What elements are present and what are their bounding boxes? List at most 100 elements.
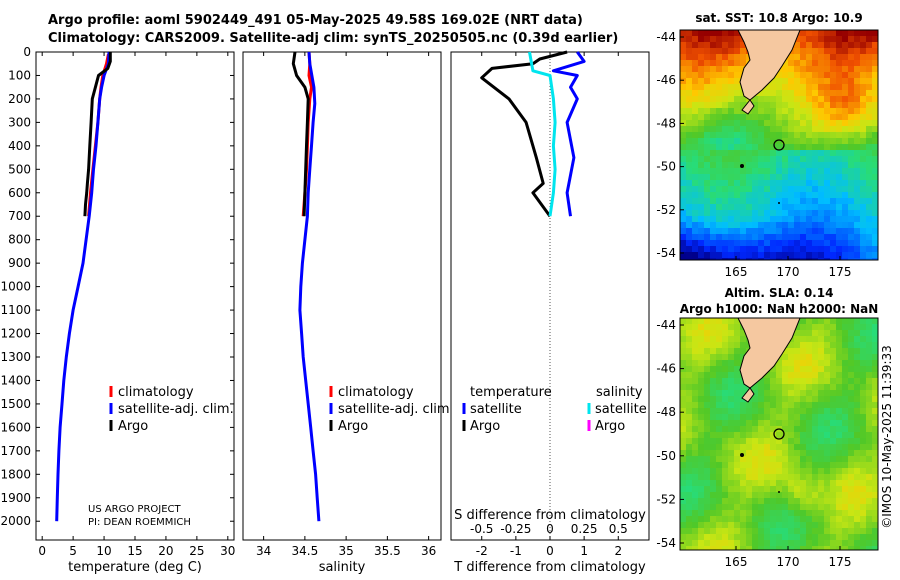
field-cell bbox=[854, 372, 861, 379]
field-cell bbox=[734, 486, 741, 493]
field-cell bbox=[842, 492, 849, 499]
field-cell bbox=[746, 210, 753, 217]
field-cell bbox=[806, 132, 813, 139]
field-cell bbox=[686, 246, 693, 253]
field-cell bbox=[776, 84, 783, 91]
field-cell bbox=[776, 546, 783, 550]
field-cell bbox=[692, 144, 699, 151]
series-s-satellite bbox=[528, 51, 557, 217]
field-cell bbox=[854, 540, 861, 547]
field-cell bbox=[842, 138, 849, 145]
field-cell bbox=[782, 450, 789, 457]
field-cell bbox=[794, 258, 801, 260]
field-cell bbox=[686, 414, 693, 421]
field-cell bbox=[722, 48, 729, 55]
field-cell bbox=[866, 504, 873, 511]
field-cell bbox=[812, 180, 819, 187]
field-cell bbox=[854, 36, 861, 43]
field-cell bbox=[734, 54, 741, 61]
field-cell bbox=[716, 228, 723, 235]
field-cell bbox=[860, 66, 867, 73]
field-cell bbox=[752, 96, 759, 103]
field-cell bbox=[782, 66, 789, 73]
field-cell bbox=[680, 66, 687, 73]
field-cell bbox=[788, 498, 795, 505]
field-cell bbox=[704, 462, 711, 469]
field-cell bbox=[812, 72, 819, 79]
field-cell bbox=[842, 108, 849, 115]
field-cell bbox=[836, 492, 843, 499]
field-cell bbox=[728, 156, 735, 163]
field-cell bbox=[836, 252, 843, 259]
argo-float-marker bbox=[773, 428, 785, 440]
x-tick-label: 15 bbox=[127, 544, 142, 558]
field-cell bbox=[854, 330, 861, 337]
field-cell bbox=[704, 354, 711, 361]
field-cell bbox=[818, 522, 825, 529]
field-cell bbox=[758, 468, 765, 475]
field-cell bbox=[722, 336, 729, 343]
field-cell bbox=[794, 384, 801, 391]
field-cell bbox=[824, 246, 831, 253]
field-cell bbox=[722, 42, 729, 49]
field-cell bbox=[818, 318, 825, 325]
field-cell bbox=[842, 60, 849, 67]
field-cell bbox=[710, 318, 717, 325]
field-cell bbox=[824, 174, 831, 181]
field-cell bbox=[686, 36, 693, 43]
field-cell bbox=[758, 402, 765, 409]
field-cell bbox=[710, 342, 717, 349]
field-cell bbox=[758, 528, 765, 535]
field-cell bbox=[788, 342, 795, 349]
field-cell bbox=[716, 462, 723, 469]
field-cell bbox=[818, 186, 825, 193]
field-cell bbox=[680, 60, 687, 67]
field-cell bbox=[788, 138, 795, 145]
field-cell bbox=[704, 504, 711, 511]
field-cell bbox=[800, 534, 807, 541]
field-cell bbox=[740, 222, 747, 229]
field-cell bbox=[812, 318, 819, 325]
field-cell bbox=[758, 450, 765, 457]
field-cell bbox=[842, 96, 849, 103]
field-cell bbox=[728, 342, 735, 349]
field-cell bbox=[710, 150, 717, 157]
field-cell bbox=[716, 510, 723, 517]
field-cell bbox=[734, 546, 741, 550]
field-cell bbox=[776, 126, 783, 133]
field-cell bbox=[848, 198, 855, 205]
field-cell bbox=[848, 408, 855, 415]
field-cell bbox=[806, 384, 813, 391]
field-cell bbox=[704, 162, 711, 169]
field-cell bbox=[680, 534, 687, 541]
field-cell bbox=[806, 198, 813, 205]
field-cell bbox=[704, 198, 711, 205]
field-cell bbox=[800, 90, 807, 97]
field-cell bbox=[734, 240, 741, 247]
field-cell bbox=[860, 510, 867, 517]
field-cell bbox=[734, 384, 741, 391]
field-cell bbox=[806, 402, 813, 409]
field-cell bbox=[830, 432, 837, 439]
field-cell bbox=[704, 396, 711, 403]
field-cell bbox=[752, 462, 759, 469]
field-cell bbox=[698, 348, 705, 355]
field-cell bbox=[866, 96, 873, 103]
sst-map: sat. SST: 10.8 Argo: 10.9 -44-46-48-50-5… bbox=[656, 11, 879, 279]
field-cell bbox=[788, 132, 795, 139]
field-cell bbox=[806, 186, 813, 193]
field-cell bbox=[830, 258, 837, 260]
field-cell bbox=[806, 240, 813, 247]
field-cell bbox=[836, 432, 843, 439]
field-cell bbox=[686, 540, 693, 547]
field-cell bbox=[776, 234, 783, 241]
field-cell bbox=[806, 204, 813, 211]
field-cell bbox=[836, 474, 843, 481]
field-cell bbox=[722, 252, 729, 259]
field-cell bbox=[770, 504, 777, 511]
field-cell bbox=[716, 372, 723, 379]
field-cell bbox=[746, 426, 753, 433]
field-cell bbox=[710, 252, 717, 259]
field-cell bbox=[758, 96, 765, 103]
field-cell bbox=[734, 186, 741, 193]
